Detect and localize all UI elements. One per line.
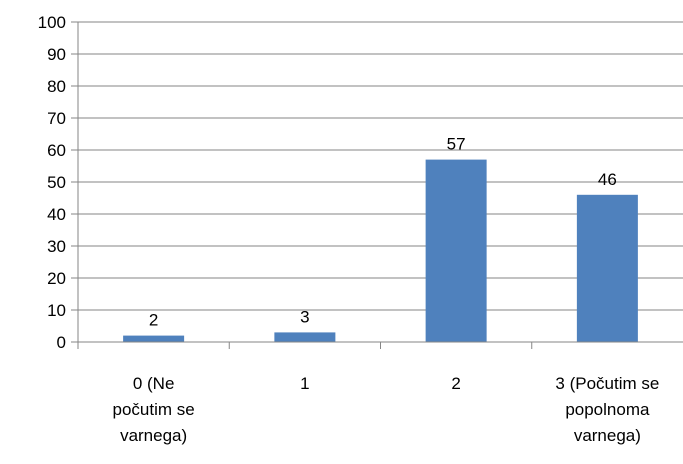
bar-0 bbox=[123, 335, 185, 342]
data-label-0: 2 bbox=[149, 311, 158, 330]
data-label-3: 46 bbox=[598, 170, 617, 189]
y-tick-label-10: 10 bbox=[47, 301, 66, 320]
data-labels: 2 3 57 46 bbox=[149, 135, 617, 330]
data-label-1: 3 bbox=[300, 307, 309, 326]
gridlines bbox=[78, 21, 683, 311]
bar-3 bbox=[576, 194, 638, 342]
x-tick-label-3: 3 (Počutim se popolnoma varnega) bbox=[555, 374, 659, 445]
y-tick-label-90: 90 bbox=[47, 45, 66, 64]
y-tick-label-50: 50 bbox=[47, 173, 66, 192]
y-axis-tick-labels: 0 10 20 30 40 50 60 70 80 90 100 bbox=[38, 13, 66, 352]
bars bbox=[123, 159, 638, 342]
y-tick-label-0: 0 bbox=[57, 333, 66, 352]
y-tick-label-30: 30 bbox=[47, 237, 66, 256]
y-tick-label-80: 80 bbox=[47, 77, 66, 96]
y-tick-label-20: 20 bbox=[47, 269, 66, 288]
bar-1 bbox=[274, 332, 336, 342]
axes bbox=[71, 21, 683, 349]
data-label-2: 57 bbox=[447, 135, 466, 154]
y-tick-label-100: 100 bbox=[38, 13, 66, 32]
y-tick-label-40: 40 bbox=[47, 205, 66, 224]
bar-2 bbox=[425, 159, 487, 342]
y-tick-label-60: 60 bbox=[47, 141, 66, 160]
y-tick-label-70: 70 bbox=[47, 109, 66, 128]
x-tick-label-2: 2 bbox=[451, 374, 460, 393]
x-tick-label-0: 0 (Ne počutim se varnega) bbox=[113, 374, 195, 445]
x-tick-label-1: 1 bbox=[300, 374, 309, 393]
x-axis-tick-labels: 0 (Ne počutim se varnega) 1 2 3 (Počutim se po… bbox=[113, 374, 660, 445]
